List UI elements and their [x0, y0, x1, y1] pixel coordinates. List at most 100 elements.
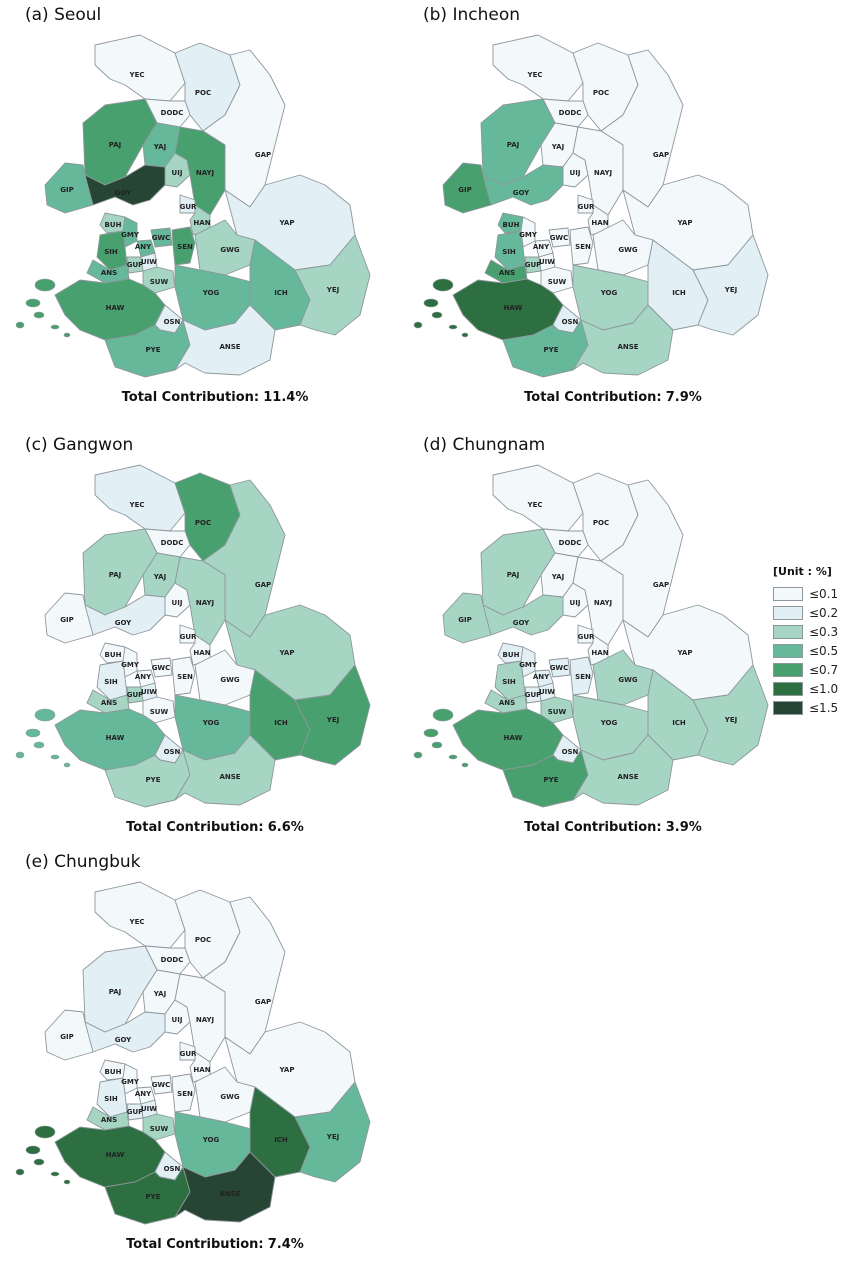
region-gmy	[520, 216, 536, 248]
region-label-gwg: GWG	[220, 1093, 239, 1101]
region-goy	[482, 594, 564, 636]
region-label-yap: YAP	[279, 219, 295, 227]
region-label-gur: GUR	[180, 633, 197, 641]
region-label-yaj: YAJ	[153, 573, 166, 581]
region-label-gmy: GMY	[121, 231, 140, 239]
region-label-buh: BUH	[105, 651, 122, 659]
islet	[413, 321, 423, 329]
region-label-gmy: GMY	[519, 231, 538, 239]
region-label-any: ANY	[533, 673, 550, 681]
choropleth-map: YEC POC DODC PAJ YAJ GAP UIJ GIP GOY NAYJ GUR HAN YA…	[15, 34, 371, 378]
region-label-pye: PYE	[146, 776, 161, 784]
region-label-gup: GUP	[525, 691, 542, 699]
total-label: Total Contribution:	[524, 390, 662, 405]
region-label-sen: SEN	[575, 243, 591, 251]
map-panel-gangwon: (c) Gangwon YEC POC DODC PAJ YAJ GAP UIJ GIP GOY…	[15, 435, 405, 855]
region-label-ans: ANS	[101, 699, 117, 707]
region-label-ich: ICH	[672, 289, 686, 297]
region-yec	[94, 881, 186, 949]
region-label-poc: POC	[593, 519, 609, 527]
region-yec	[492, 464, 584, 532]
region-label-haw: HAW	[106, 304, 125, 312]
region-label-sen: SEN	[575, 673, 591, 681]
region-label-gup: GUP	[127, 261, 144, 269]
region-anse	[174, 734, 276, 806]
region-label-pye: PYE	[544, 776, 559, 784]
map-panel-chungnam: (d) Chungnam YEC POC DODC PAJ YAJ GAP UIJ GIP GO…	[413, 435, 803, 855]
islet	[33, 311, 45, 319]
region-yej	[294, 234, 371, 336]
total-contribution: Total Contribution: 7.9%	[423, 390, 803, 405]
region-han	[189, 634, 211, 666]
region-label-yaj: YAJ	[153, 990, 166, 998]
region-label-gup: GUP	[127, 691, 144, 699]
region-gwc	[150, 1074, 173, 1095]
region-label-gur: GUR	[180, 203, 197, 211]
panel-title: (a) Seoul	[25, 5, 102, 25]
region-label-anse: ANSE	[219, 1190, 240, 1198]
region-gwc	[150, 657, 173, 678]
region-label-uiw: UIW	[539, 258, 555, 266]
region-label-pye: PYE	[146, 346, 161, 354]
region-label-pye: PYE	[544, 346, 559, 354]
legend-row: ≤0.1	[773, 584, 853, 603]
islet	[432, 278, 454, 292]
region-label-goy: GOY	[115, 1036, 132, 1044]
region-label-yaj: YAJ	[551, 143, 564, 151]
region-label-any: ANY	[533, 243, 550, 251]
region-label-gwc: GWC	[550, 664, 569, 672]
region-label-yog: YOG	[202, 289, 220, 297]
region-label-yec: YEC	[129, 71, 145, 79]
region-label-ans: ANS	[499, 269, 515, 277]
region-label-osn: OSN	[164, 318, 181, 326]
islet	[34, 278, 56, 292]
total-value: 6.6%	[267, 820, 304, 835]
region-label-anse: ANSE	[219, 343, 240, 351]
region-label-gur: GUR	[578, 633, 595, 641]
region-sen	[171, 226, 196, 266]
map-panel-incheon: (b) Incheon YEC POC DODC PAJ YAJ GAP UIJ GIP GOY…	[413, 5, 803, 425]
region-label-gip: GIP	[458, 616, 471, 624]
region-gmy	[122, 216, 138, 248]
islet	[431, 741, 443, 749]
islet	[34, 1125, 56, 1139]
region-sen	[569, 656, 594, 696]
legend-row: ≤0.2	[773, 603, 853, 622]
region-goy	[482, 164, 564, 206]
region-label-osn: OSN	[562, 748, 579, 756]
total-contribution: Total Contribution: 7.4%	[25, 1237, 405, 1252]
region-anse	[572, 734, 674, 806]
region-label-han: HAN	[193, 1066, 210, 1074]
region-goy	[84, 1011, 166, 1053]
total-value: 11.4%	[263, 390, 309, 405]
islet	[423, 298, 439, 308]
region-label-uiw: UIW	[539, 688, 555, 696]
region-label-gap: GAP	[255, 581, 271, 589]
islet	[50, 324, 60, 330]
region-label-sen: SEN	[177, 243, 193, 251]
region-label-dodc: DODC	[161, 539, 184, 547]
islet	[50, 1171, 60, 1177]
islet	[25, 298, 41, 308]
islet	[423, 728, 439, 738]
region-label-yec: YEC	[527, 71, 543, 79]
region-label-gip: GIP	[60, 1033, 73, 1041]
islet	[431, 311, 443, 319]
region-label-gwc: GWC	[152, 234, 171, 242]
islet	[448, 324, 458, 330]
region-label-gwg: GWG	[220, 246, 239, 254]
region-label-sen: SEN	[177, 1090, 193, 1098]
region-label-gap: GAP	[255, 151, 271, 159]
legend-label: ≤1.0	[809, 681, 839, 696]
region-label-dodc: DODC	[559, 109, 582, 117]
total-value: 7.9%	[665, 390, 702, 405]
legend-label: ≤0.3	[809, 624, 839, 639]
region-label-gup: GUP	[525, 261, 542, 269]
region-label-suw: SUW	[150, 278, 169, 286]
region-label-gwc: GWC	[550, 234, 569, 242]
islet	[461, 762, 469, 768]
region-label-ich: ICH	[274, 289, 288, 297]
total-label: Total Contribution:	[121, 390, 260, 405]
region-label-goy: GOY	[115, 189, 132, 197]
region-label-han: HAN	[591, 219, 608, 227]
